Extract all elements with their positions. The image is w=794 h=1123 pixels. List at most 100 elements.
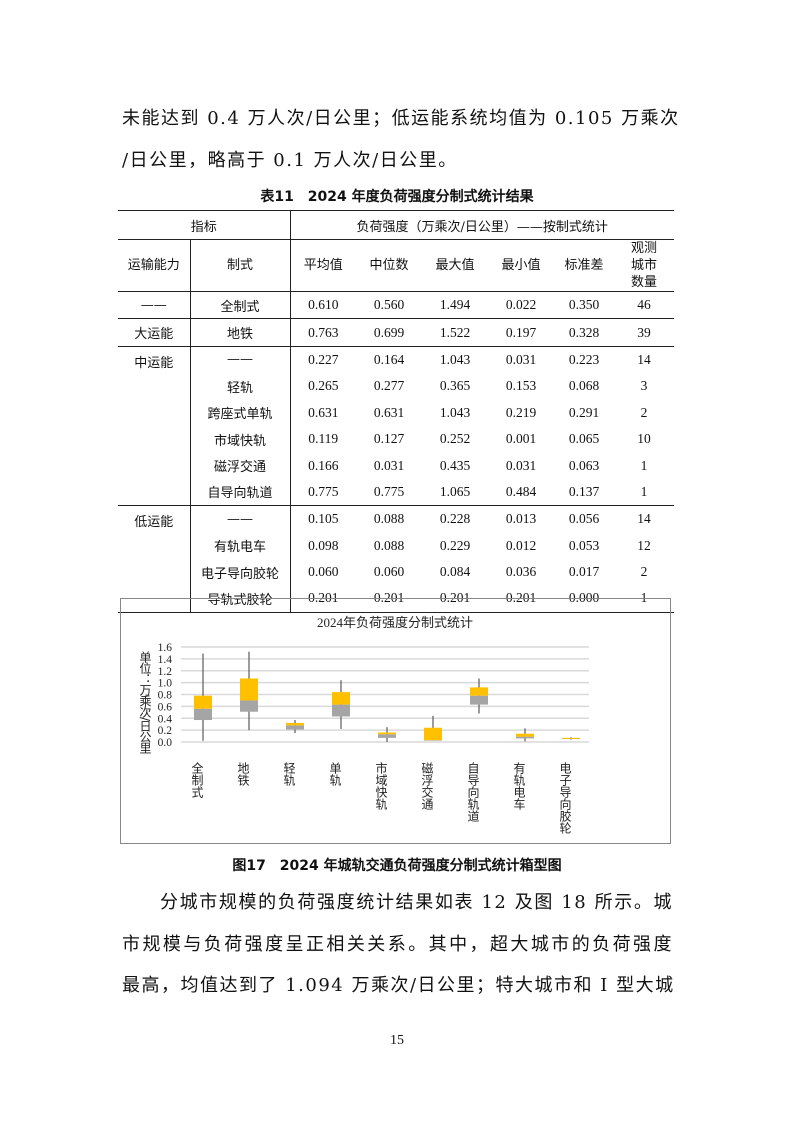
value-cell: 0.775 <box>373 483 405 499</box>
value-cell: 0.012 <box>505 537 537 553</box>
column-header: 最小值 <box>488 239 554 292</box>
figure-caption: 图17 2024 年城轨交通负荷强度分制式统计箱型图 <box>232 858 562 874</box>
value-cell: 39 <box>614 318 674 347</box>
value-cell: 0.119 <box>289 425 356 453</box>
value-cell: 0.699 <box>356 318 422 347</box>
column-header: 中位数 <box>356 239 422 292</box>
table-row: 大运能 地铁 0.763 0.699 1.522 0.197 0.328 39 <box>118 318 674 347</box>
system-type-cell: 全制式 <box>189 291 290 319</box>
header-indicator: 指标 <box>118 210 290 240</box>
header-group: 负荷强度（万乘次/日公里）——按制式统计 <box>289 210 674 240</box>
value-cell: 0.166 <box>289 452 356 479</box>
value-cell: 1 <box>640 457 648 473</box>
x-category-label: 磁浮交通 <box>420 761 434 810</box>
system-type-cell: 电子导向胶轮 <box>189 558 290 586</box>
value-cell: 3 <box>640 378 648 394</box>
value-cell: 0.164 <box>356 345 422 374</box>
value-cell: 1.043 <box>422 345 488 374</box>
value-cell: 0.435 <box>439 457 471 473</box>
value-cell: 0.277 <box>373 378 405 394</box>
table-row: 低运能 —— 0.105 0.088 0.228 0.013 0.056 14 <box>118 505 674 613</box>
system-type-cell: 地铁 <box>189 318 290 347</box>
column-header: 最大值 <box>422 239 488 292</box>
value-cell: 10 <box>637 431 651 447</box>
table-row: 磁浮交通 0.166 0.031 0.435 0.031 0.063 1 <box>118 452 674 479</box>
box-upper <box>562 737 580 739</box>
box-lower <box>194 708 212 721</box>
column-header: 观测城市数量 <box>614 239 674 292</box>
box-lower <box>378 734 396 738</box>
box-lower <box>424 740 442 741</box>
x-category-label: 电子导向胶轮 <box>558 762 572 835</box>
value-cell: 0.001 <box>505 431 537 447</box>
body-text-line: /日公里，略高于 0.1 万人次/日公里。 <box>122 150 458 171</box>
x-category-label: 单轨 <box>328 762 342 787</box>
value-cell: 0.350 <box>568 297 600 313</box>
value-cell: 0.291 <box>568 404 600 420</box>
value-cell: 0.031 <box>488 345 554 374</box>
value-cell: 46 <box>637 297 651 313</box>
value-cell: 0.197 <box>488 318 554 347</box>
value-cell: 1.522 <box>422 318 488 347</box>
value-cell: 0.084 <box>439 564 471 580</box>
value-cell: 0.056 <box>554 505 614 533</box>
value-cell: 0.060 <box>373 564 405 580</box>
value-cell: 0.068 <box>568 378 600 394</box>
system-type-cell: —— <box>189 345 290 374</box>
table-row: 自导向轨道 0.775 0.775 1.065 0.484 0.137 1 <box>118 478 674 506</box>
statistics-table: 指标 负荷强度（万乘次/日公里）——按制式统计 运输能力 制式 平均值 中位数 最大值 最小值… <box>118 210 674 613</box>
y-tick-label: 0.2 <box>158 725 173 737</box>
value-cell: 0.265 <box>289 373 356 400</box>
system-type-cell: 轻轨 <box>189 373 290 400</box>
value-cell: 12 <box>637 537 651 553</box>
column-header: 平均值 <box>289 239 356 292</box>
column-header: 运输能力 <box>118 239 190 292</box>
value-cell: 0.137 <box>568 483 600 499</box>
value-cell: 0.631 <box>289 399 356 426</box>
value-cell: 0.223 <box>554 345 614 374</box>
value-cell: 0.065 <box>568 431 600 447</box>
table-column-header-row: 运输能力 制式 平均值 中位数 最大值 最小值 标准差 观测城市数量 <box>118 239 674 292</box>
box-lower <box>516 736 534 739</box>
value-cell: 1 <box>640 483 648 499</box>
value-cell: 1.494 <box>439 297 471 313</box>
value-cell: 2 <box>640 564 648 580</box>
value-cell: 0.229 <box>439 537 471 553</box>
value-cell: 0.013 <box>488 505 554 533</box>
table-row: 中运能 —— 0.227 0.164 1.043 0.031 0.223 14 <box>118 345 674 506</box>
value-cell: 0.105 <box>289 505 356 533</box>
page-number: 15 <box>390 1033 404 1048</box>
value-cell: 0.022 <box>505 297 537 313</box>
value-cell: 0.031 <box>373 457 405 473</box>
x-category-label: 地铁 <box>236 762 250 786</box>
value-cell: 0.631 <box>373 404 405 420</box>
system-type-cell: 有轨电车 <box>189 532 290 559</box>
box-upper <box>378 732 396 735</box>
y-tick-label: 0.4 <box>158 713 173 725</box>
box-upper <box>194 695 212 709</box>
value-cell: 0.219 <box>505 404 537 420</box>
table-row: 跨座式单轨 0.631 0.631 1.043 0.219 0.291 2 <box>118 399 674 426</box>
system-type-cell: 自导向轨道 <box>189 478 290 506</box>
value-cell: 0.560 <box>373 297 405 313</box>
value-cell: 0.036 <box>505 564 537 580</box>
box-lower <box>286 725 304 730</box>
box-upper <box>332 692 350 705</box>
table-row: —— 全制式 0.610 0.560 1.494 0.022 0.350 46 <box>118 291 674 319</box>
value-cell: 0.088 <box>356 505 422 533</box>
value-cell: 0.252 <box>439 431 471 447</box>
value-cell: 0.053 <box>568 537 600 553</box>
system-type-cell: 跨座式单轨 <box>189 399 290 426</box>
box-upper <box>516 733 534 737</box>
value-cell: 14 <box>614 505 674 533</box>
system-type-cell: —— <box>189 505 290 533</box>
y-tick-label: 1.4 <box>158 654 173 666</box>
x-category-label: 轻轨 <box>282 762 296 787</box>
value-cell: 0.365 <box>439 378 471 394</box>
system-type-cell: 市域快轨 <box>189 425 290 453</box>
value-cell: 0.484 <box>505 483 537 499</box>
y-tick-label: 1.0 <box>158 678 173 690</box>
value-cell: 2 <box>640 404 648 420</box>
boxplot-chart: 2024年负荷强度分制式统计 0.0 0.2 0.4 0.6 0.8 1.0 1.2 1.4 1.… <box>120 598 671 844</box>
